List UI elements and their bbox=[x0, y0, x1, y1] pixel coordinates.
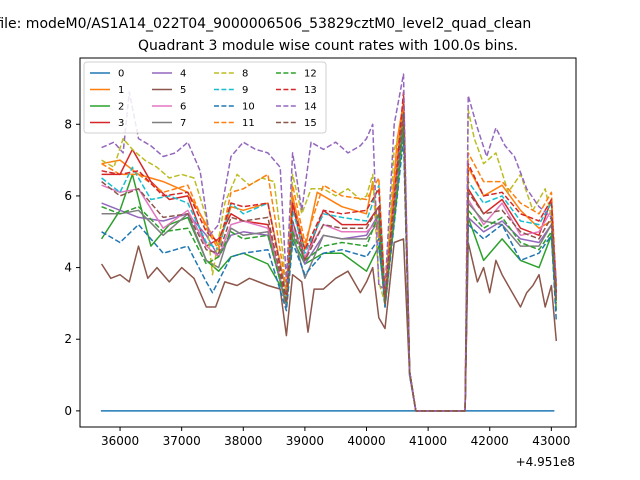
series-line-11 bbox=[101, 102, 558, 412]
legend-label-4: 4 bbox=[180, 69, 186, 80]
legend-frame bbox=[83, 61, 327, 134]
x-tick-label: 37000 bbox=[163, 434, 201, 448]
legend-label-5: 5 bbox=[180, 85, 186, 96]
legend-label-7: 7 bbox=[180, 118, 186, 129]
legend-label-8: 8 bbox=[242, 69, 248, 80]
y-axis: 0 2 4 6 8 bbox=[64, 117, 80, 418]
x-tick-label: 38000 bbox=[224, 434, 262, 448]
legend-label-9: 9 bbox=[242, 85, 248, 96]
series-line-7 bbox=[101, 112, 558, 412]
x-tick-label: 43000 bbox=[532, 434, 570, 448]
y-tick-label: 2 bbox=[64, 332, 72, 346]
series-line-2 bbox=[100, 123, 558, 412]
x-tick-label: 42000 bbox=[471, 434, 509, 448]
legend-label-11: 11 bbox=[242, 118, 255, 129]
series-line-14 bbox=[101, 73, 558, 412]
series-line-8 bbox=[101, 109, 558, 412]
legend-label-15: 15 bbox=[304, 118, 317, 129]
legend-label-3: 3 bbox=[118, 118, 124, 129]
axes-title: Quadrant 3 module wise count rates with … bbox=[138, 38, 518, 54]
series-line-10 bbox=[101, 137, 558, 412]
series-line-13 bbox=[101, 91, 558, 412]
legend-label-2: 2 bbox=[118, 102, 124, 113]
legend-label-13: 13 bbox=[304, 85, 317, 96]
x-offset-label: +4.951e8 bbox=[516, 455, 575, 469]
y-tick-label: 4 bbox=[64, 261, 72, 275]
legend-label-1: 1 bbox=[118, 85, 124, 96]
axes-frame bbox=[79, 57, 577, 428]
series-layer bbox=[100, 73, 558, 412]
legend-label-12: 12 bbox=[304, 69, 317, 80]
x-tick-label: 41000 bbox=[409, 434, 447, 448]
series-line-9 bbox=[101, 105, 558, 412]
legend-label-10: 10 bbox=[242, 102, 255, 113]
x-tick-label: 40000 bbox=[347, 434, 385, 448]
series-line-12 bbox=[101, 123, 558, 412]
legend-label-14: 14 bbox=[304, 102, 317, 113]
legend-label-0: 0 bbox=[118, 69, 124, 80]
y-tick-label: 6 bbox=[64, 189, 72, 203]
y-tick-label: 0 bbox=[64, 404, 72, 418]
x-tick-label: 39000 bbox=[286, 434, 324, 448]
x-axis: 36000 37000 38000 39000 40000 41000 42000 43000 bbox=[101, 427, 570, 448]
series-line-4 bbox=[101, 98, 558, 412]
legend-label-6: 6 bbox=[180, 102, 186, 113]
x-tick-label: 36000 bbox=[101, 434, 139, 448]
series-line-5 bbox=[100, 238, 558, 412]
plot-area bbox=[100, 73, 558, 412]
y-tick-label: 8 bbox=[64, 117, 72, 131]
series-line-15 bbox=[101, 112, 558, 412]
figure-suptitle: n file: modeM0/AS1A14_022T04_9000006506_… bbox=[0, 16, 531, 32]
series-line-1 bbox=[101, 102, 558, 412]
